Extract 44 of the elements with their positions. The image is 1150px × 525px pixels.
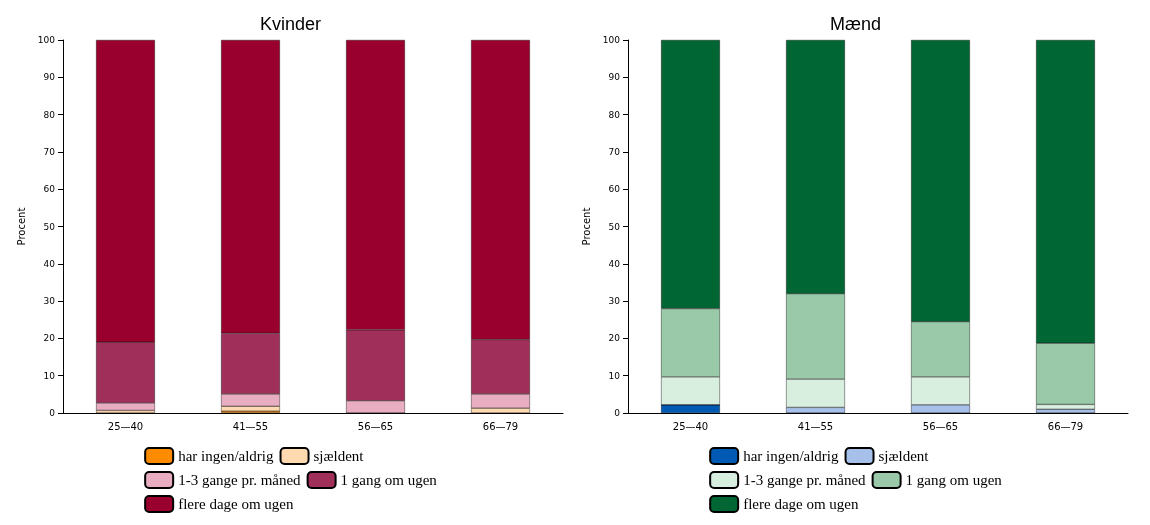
legend-label: har ingen/aldrig: [178, 448, 275, 464]
y-tick-label: 70: [43, 146, 56, 157]
y-tick-label: 100: [37, 35, 56, 45]
y-tick-label: 10: [43, 370, 56, 381]
legend-label: sjældent: [878, 448, 930, 464]
x-tick-label: 25—40: [672, 420, 709, 432]
y-tick-label: 20: [43, 333, 56, 344]
legend-label: 1-3 gange pr. måned: [178, 472, 302, 488]
y-tick-label: 90: [43, 72, 56, 83]
y-tick-label: 0: [49, 408, 56, 418]
chart-title: Kvinder: [259, 14, 322, 34]
y-tick-label: 100: [602, 35, 621, 45]
y-tick-label: 40: [43, 258, 56, 269]
y-tick-label: 60: [608, 184, 621, 195]
y-tick-label: 80: [43, 109, 56, 120]
y-tick-label: 10: [608, 370, 621, 381]
y-tick-label: 60: [43, 184, 56, 195]
y-tick-label: 0: [614, 408, 621, 418]
y-axis-title: Procent: [16, 207, 28, 246]
x-tick-label: 25—40: [107, 420, 144, 432]
legend-label: 1 gang om ugen: [905, 472, 1003, 488]
legend-label: 1 gang om ugen: [340, 472, 438, 488]
legend-label: flere dage om ugen: [743, 496, 860, 512]
y-tick-label: 70: [608, 146, 621, 157]
x-tick-label: 41—55: [797, 420, 834, 432]
x-tick-label: 41—55: [232, 420, 269, 432]
y-tick-label: 80: [608, 109, 621, 120]
x-tick-label: 56—65: [922, 420, 959, 432]
y-axis-title: Procent: [581, 207, 593, 246]
y-tick-label: 40: [608, 258, 621, 269]
y-tick-label: 90: [608, 72, 621, 83]
legend-label: flere dage om ugen: [178, 496, 295, 512]
legend-label: 1-3 gange pr. måned: [743, 472, 867, 488]
chart-title: Mænd: [829, 14, 882, 34]
x-tick-label: 56—65: [357, 420, 394, 432]
legend-label: sjældent: [313, 448, 365, 464]
y-tick-label: 30: [608, 296, 621, 307]
y-tick-label: 50: [43, 221, 56, 232]
y-tick-label: 50: [608, 221, 621, 232]
x-tick-label: 66—79: [1047, 420, 1084, 432]
x-tick-label: 66—79: [482, 420, 519, 432]
y-tick-label: 20: [608, 333, 621, 344]
legend-label: har ingen/aldrig: [743, 448, 840, 464]
y-tick-label: 30: [43, 296, 56, 307]
